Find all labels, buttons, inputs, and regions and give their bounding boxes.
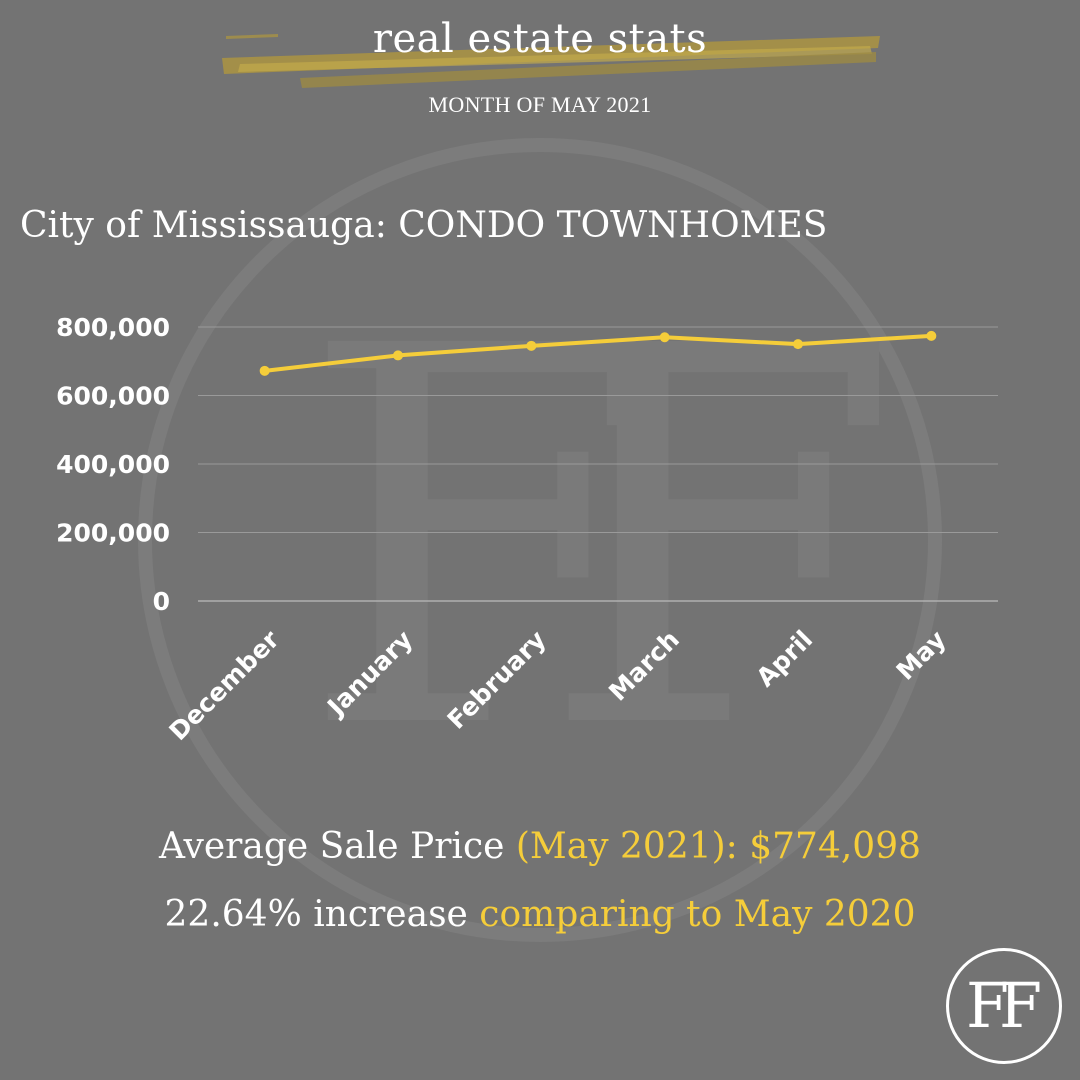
data-point	[526, 340, 537, 351]
line-chart: 0 200,000 400,000 600,000 800,000 December Jan…	[56, 313, 998, 746]
y-tick-label: 800,000	[56, 313, 170, 342]
brand-logo-text: FF	[965, 969, 1042, 1042]
increase-percent: 22.64% increase	[164, 894, 480, 935]
increase-comparison: comparing to May 2020	[479, 894, 916, 935]
x-tick-label: December	[163, 624, 285, 746]
title-brush-stroke	[222, 34, 880, 88]
y-tick-label: 600,000	[56, 382, 170, 411]
x-tick-label: February	[442, 625, 552, 735]
x-tick-label: May	[891, 625, 952, 686]
x-tick-label: March	[603, 625, 685, 707]
chart-heading: City of Mississauga: CONDO TOWNHOMES	[20, 205, 828, 246]
data-point	[793, 339, 803, 350]
x-tick-label: January	[320, 625, 418, 723]
page-subtitle: MONTH OF MAY 2021	[428, 92, 652, 117]
average-sale-price: Average Sale Price (May 2021): $774,098	[0, 826, 1080, 867]
data-point	[926, 330, 937, 341]
data-point	[393, 350, 403, 361]
data-point	[259, 365, 270, 376]
average-sale-price-value: (May 2021): $774,098	[515, 826, 922, 867]
y-tick-label: 200,000	[56, 519, 170, 548]
y-tick-label: 0	[153, 587, 170, 616]
series-line	[262, 333, 934, 373]
average-sale-price-label: Average Sale Price	[158, 826, 516, 867]
brand-logo: FF	[946, 948, 1062, 1064]
x-tick-label: April	[751, 625, 819, 693]
data-point	[659, 332, 670, 343]
increase-summary: 22.64% increase comparing to May 2020	[0, 894, 1080, 935]
page-title: real estate stats	[372, 16, 708, 62]
y-tick-label: 400,000	[56, 450, 170, 479]
